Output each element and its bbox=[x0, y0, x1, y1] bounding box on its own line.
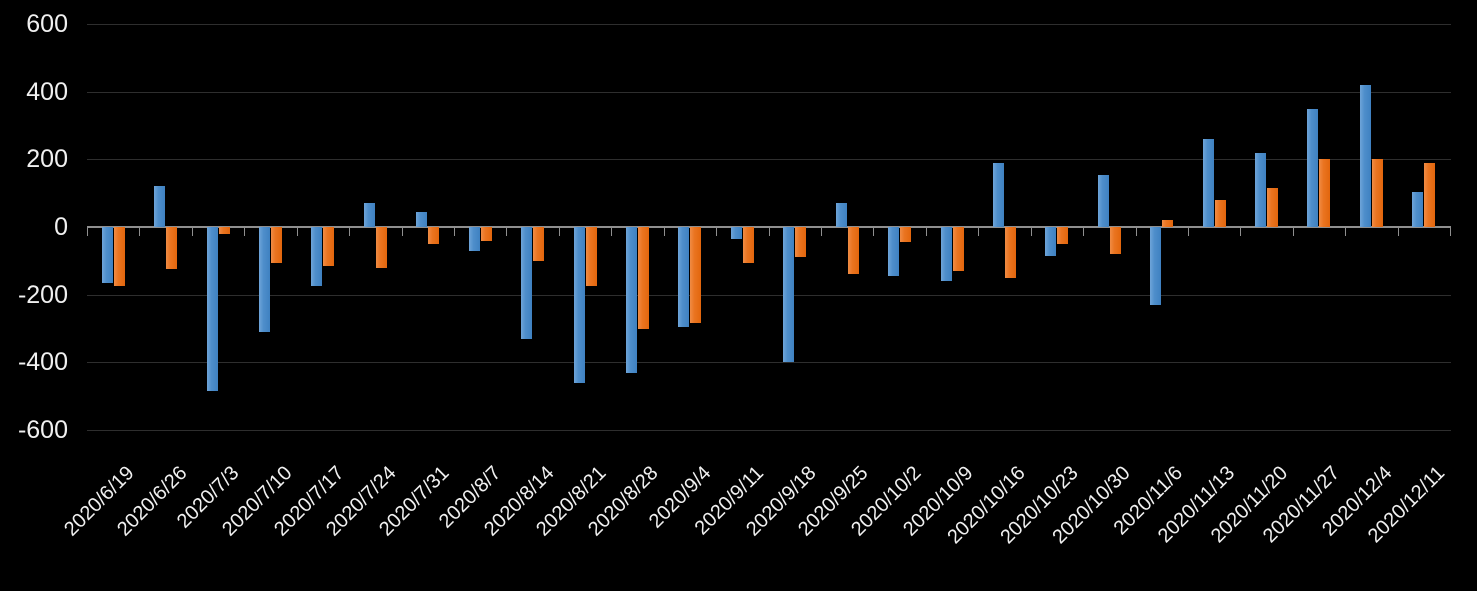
x-axis-tick bbox=[768, 227, 770, 236]
x-axis-tick bbox=[296, 227, 298, 236]
x-axis-tick bbox=[87, 227, 88, 236]
y-tick-label: -600 bbox=[17, 416, 68, 444]
bar-series-1-blue-2020/8/14 bbox=[521, 227, 533, 339]
x-axis-tick bbox=[1240, 227, 1242, 236]
x-axis-tick bbox=[1397, 227, 1399, 236]
bar-series-1-blue-2020/10/16 bbox=[992, 162, 1004, 227]
bar-series-2-orange-2020/11/13 bbox=[1214, 199, 1226, 227]
y-tick-label: 0 bbox=[54, 213, 68, 241]
x-axis-tick bbox=[978, 227, 980, 236]
x-axis-tick bbox=[191, 227, 193, 236]
bar-series-2-orange-2020/11/27 bbox=[1319, 159, 1331, 227]
bar-series-1-blue-2020/8/28 bbox=[625, 227, 637, 373]
bar-series-2-orange-2020/8/14 bbox=[533, 227, 545, 261]
gridline--400 bbox=[87, 362, 1451, 364]
bar-series-1-blue-2020/11/6 bbox=[1150, 227, 1162, 305]
x-axis-tick bbox=[558, 227, 560, 236]
y-tick-label: 600 bbox=[26, 10, 68, 38]
bar-series-1-blue-2020/11/27 bbox=[1307, 108, 1319, 227]
bar-series-2-orange-2020/11/6 bbox=[1162, 220, 1174, 227]
bar-series-2-orange-2020/10/30 bbox=[1109, 227, 1121, 255]
bar-series-2-orange-2020/8/21 bbox=[585, 227, 597, 287]
bar-series-1-blue-2020/7/24 bbox=[363, 203, 375, 227]
bar-series-2-orange-2020/9/11 bbox=[742, 227, 754, 263]
bar-series-2-orange-2020/7/31 bbox=[428, 227, 440, 244]
x-axis-tick bbox=[454, 227, 455, 236]
bar-series-1-blue-2020/9/18 bbox=[783, 227, 795, 363]
bar-series-2-orange-2020/9/18 bbox=[795, 227, 807, 258]
bar-series-2-orange-2020/8/7 bbox=[480, 227, 492, 241]
bar-series-2-orange-2020/9/4 bbox=[690, 227, 702, 324]
x-axis-tick bbox=[925, 227, 927, 236]
bar-series-2-orange-2020/12/11 bbox=[1424, 162, 1436, 227]
x-axis-tick bbox=[663, 227, 665, 236]
bar-series-2-orange-2020/8/28 bbox=[637, 227, 649, 329]
bar-series-2-orange-2020/10/23 bbox=[1057, 227, 1069, 244]
bar-series-1-blue-2020/7/31 bbox=[416, 211, 428, 227]
bar-series-1-blue-2020/6/19 bbox=[101, 227, 113, 283]
bar-series-1-blue-2020/10/2 bbox=[888, 227, 900, 277]
bar-series-1-blue-2020/11/13 bbox=[1202, 139, 1214, 227]
bar-series-2-orange-2020/10/9 bbox=[952, 227, 964, 271]
x-axis-tick bbox=[139, 227, 141, 236]
bar-series-1-blue-2020/10/9 bbox=[940, 227, 952, 282]
bar-series-2-orange-2020/6/19 bbox=[113, 227, 125, 287]
x-axis-tick bbox=[401, 227, 403, 236]
x-axis-tick bbox=[506, 227, 508, 236]
gridline--200 bbox=[87, 294, 1451, 296]
gridline--600 bbox=[87, 430, 1451, 431]
x-axis-tick bbox=[611, 227, 613, 236]
bar-series-2-orange-2020/7/17 bbox=[323, 227, 335, 266]
bar-series-2-orange-2020/12/4 bbox=[1371, 159, 1383, 227]
bar-series-2-orange-2020/6/26 bbox=[166, 227, 178, 270]
bar-series-2-orange-2020/7/24 bbox=[375, 227, 387, 268]
bar-series-1-blue-2020/9/25 bbox=[835, 203, 847, 227]
x-axis-tick bbox=[873, 227, 875, 236]
bar-series-1-blue-2020/7/10 bbox=[259, 227, 270, 332]
x-axis-tick bbox=[1187, 227, 1189, 236]
bar-series-2-orange-2020/7/3 bbox=[218, 227, 230, 234]
bar-series-2-orange-2020/10/16 bbox=[1004, 227, 1016, 278]
x-axis-tick bbox=[349, 227, 351, 236]
bar-series-1-blue-2020/8/21 bbox=[573, 227, 585, 383]
bar-series-1-blue-2020/12/11 bbox=[1412, 191, 1424, 227]
bar-series-2-orange-2020/9/25 bbox=[847, 227, 859, 275]
bar-series-1-blue-2020/10/23 bbox=[1045, 227, 1057, 256]
bar-series-2-orange-2020/7/10 bbox=[271, 227, 282, 263]
bar-series-1-blue-2020/10/30 bbox=[1097, 174, 1109, 227]
y-tick-label: 200 bbox=[26, 145, 68, 174]
bar-series-1-blue-2020/11/20 bbox=[1255, 152, 1266, 227]
y-tick-label: -400 bbox=[17, 348, 68, 377]
gridline-600 bbox=[87, 24, 1451, 25]
y-tick-label: -200 bbox=[17, 280, 68, 309]
x-axis-tick bbox=[1450, 227, 1451, 236]
y-tick-label: 400 bbox=[26, 77, 68, 106]
x-axis-tick bbox=[1345, 227, 1347, 236]
x-axis-tick bbox=[820, 227, 822, 236]
gridline-400 bbox=[87, 91, 1451, 93]
bar-series-2-orange-2020/11/20 bbox=[1267, 188, 1278, 227]
bar-series-1-blue-2020/6/26 bbox=[154, 186, 166, 227]
x-axis-tick bbox=[1030, 227, 1032, 236]
gridline-200 bbox=[87, 159, 1451, 161]
bar-series-1-blue-2020/7/3 bbox=[206, 227, 218, 392]
bar-series-1-blue-2020/9/11 bbox=[730, 227, 742, 239]
bar-series-1-blue-2020/9/4 bbox=[678, 227, 690, 327]
bar-series-2-orange-2020/10/2 bbox=[900, 227, 912, 243]
bar-series-1-blue-2020/12/4 bbox=[1359, 84, 1371, 227]
x-axis-tick bbox=[716, 227, 718, 236]
bar-series-1-blue-2020/8/7 bbox=[468, 227, 480, 251]
x-axis-tick bbox=[244, 227, 246, 236]
x-axis-tick bbox=[1135, 227, 1137, 236]
bar-series-1-blue-2020/7/17 bbox=[311, 227, 323, 287]
x-axis-tick bbox=[1292, 227, 1294, 236]
x-axis-tick bbox=[1083, 227, 1084, 236]
